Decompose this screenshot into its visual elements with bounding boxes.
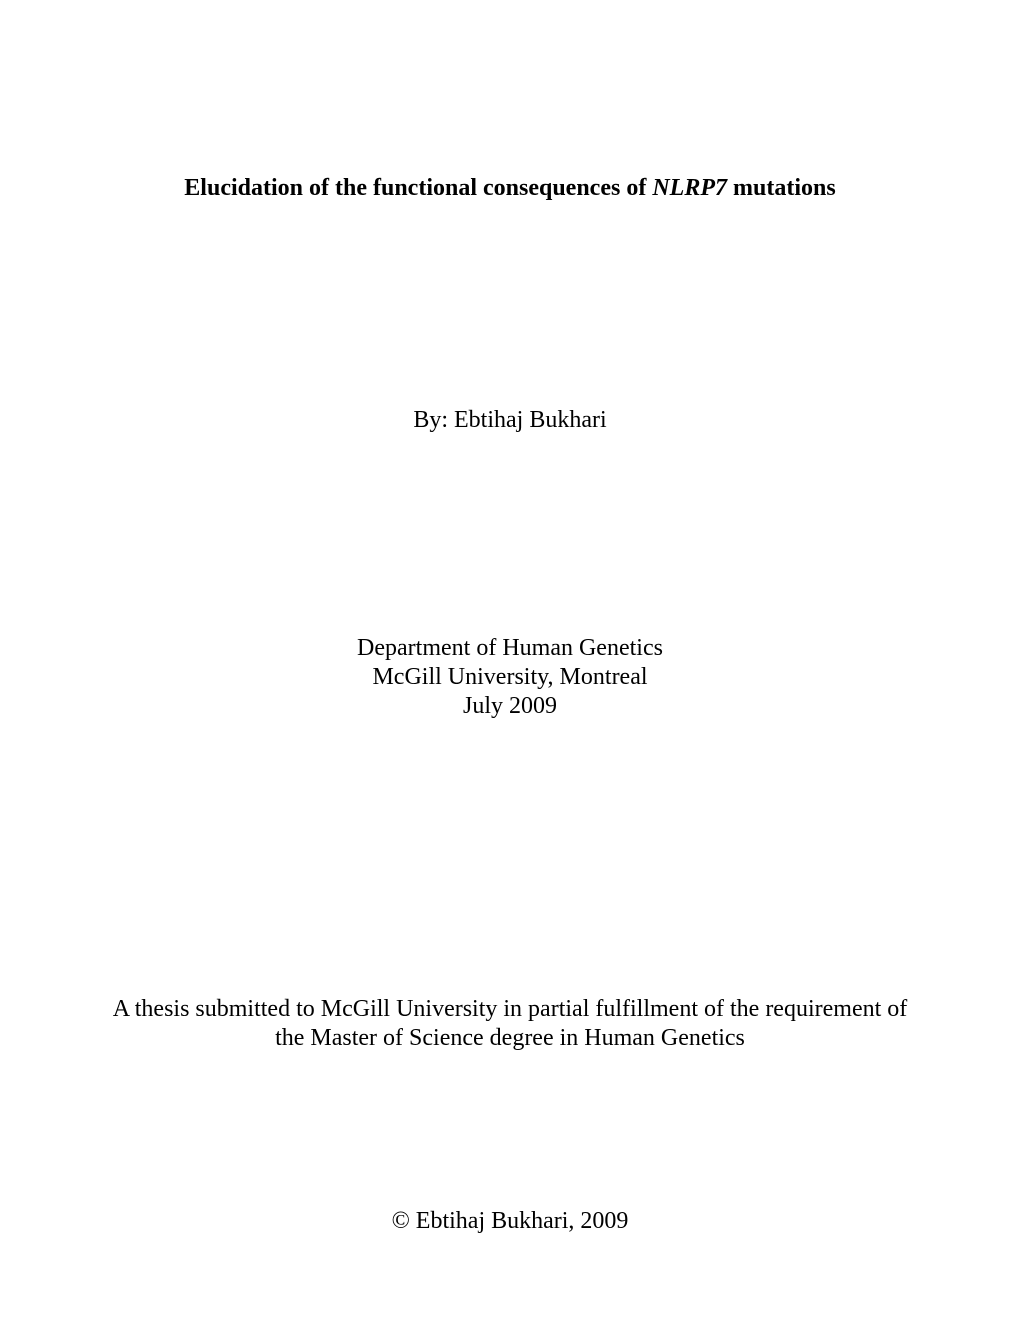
university: McGill University, Montreal [357,663,663,692]
copyright-line: © Ebtihaj Bukhari, 2009 [392,1208,629,1235]
submission-statement: A thesis submitted to McGill University … [113,995,908,1053]
submission-line1: A thesis submitted to McGill University … [113,995,908,1024]
department: Department of Human Genetics [357,634,663,663]
date: July 2009 [357,692,663,721]
title-gene: NLRP7 [652,175,727,201]
title-suffix: mutations [727,175,836,201]
author-line: By: Ebtihaj Bukhari [413,407,606,434]
affiliation-block: Department of Human Genetics McGill Univ… [357,634,663,720]
title-prefix: Elucidation of the functional consequenc… [184,175,652,201]
submission-line2: the Master of Science degree in Human Ge… [113,1024,908,1053]
thesis-title: Elucidation of the functional consequenc… [184,175,835,202]
